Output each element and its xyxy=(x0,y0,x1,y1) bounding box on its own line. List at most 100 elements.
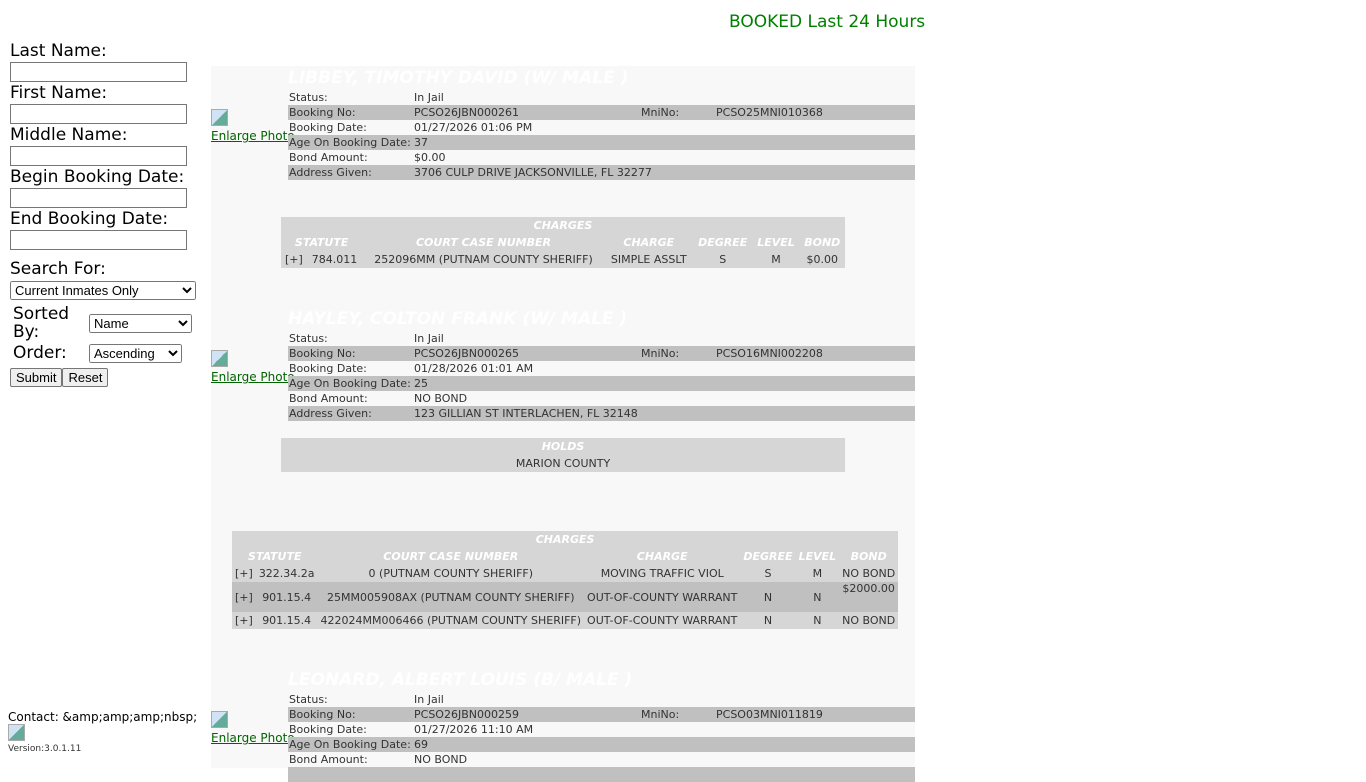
expand-button[interactable]: [+] xyxy=(284,253,303,266)
enlarge-photo-link[interactable]: Enlarge Photo xyxy=(211,370,295,384)
version-text: Version:3.0.1.11 xyxy=(8,744,82,754)
mnino-value: PCSO16MNI002208 xyxy=(716,347,823,360)
statute: 901.15.4 xyxy=(262,590,312,604)
degree-header: DEGREE xyxy=(743,550,793,563)
contact-text: Contact: &amp;amp;amp;nbsp; xyxy=(8,710,198,724)
booking-date-value: 01/27/2026 11:10 AM xyxy=(414,723,534,736)
status-value: In Jail xyxy=(414,91,444,104)
booking-no-value: PCSO26JBN000261 xyxy=(414,106,519,119)
bond: $2000.00 xyxy=(842,582,895,595)
inmate-photo xyxy=(211,711,228,728)
level: N xyxy=(813,614,822,627)
booking-date-label: Booking Date: xyxy=(289,723,367,736)
mnino-label: MniNo: xyxy=(641,708,680,721)
statute: 901.15.4 xyxy=(262,614,312,627)
bond-label: Bond Amount: xyxy=(289,753,368,766)
first-name-input[interactable] xyxy=(10,104,187,124)
middle-name-input[interactable] xyxy=(10,146,187,166)
charge-header: CHARGE xyxy=(623,236,675,249)
charge-row: [+] 322.34.2a 0 (PUTNAM COUNTY SHERIFF) MOV… xyxy=(232,565,898,582)
holds-table: HOLDS MARION COUNTY xyxy=(281,438,845,472)
booking-no-value: PCSO26JBN000259 xyxy=(414,708,519,721)
booking-date-value: 01/28/2026 01:01 AM xyxy=(414,362,534,375)
case-header: COURT CASE NUMBER xyxy=(383,550,519,563)
age-value: 37 xyxy=(414,136,428,149)
mnino-value: PCSO03MNI011819 xyxy=(716,708,823,721)
level: N xyxy=(813,590,822,604)
inmate-photo xyxy=(211,109,228,126)
case-header: COURT CASE NUMBER xyxy=(415,236,551,249)
status-label: Status: xyxy=(289,693,328,706)
expand-button[interactable]: [+] xyxy=(235,614,253,627)
logo-image xyxy=(8,724,25,741)
order-select[interactable]: Ascending xyxy=(89,344,182,363)
degree: S xyxy=(764,567,772,580)
results-panel: LIBBEY, TIMOTHY DAVID (W/ MALE ) Enlarge… xyxy=(211,66,915,782)
charge: MOVING TRAFFIC VIOL xyxy=(600,567,724,580)
inmate-name: LIBBEY, TIMOTHY DAVID (W/ MALE ) xyxy=(288,68,629,88)
inmate-name: HAYLEY, COLTON FRANK (W/ MALE ) xyxy=(288,309,628,329)
charge: OUT-OF-COUNTY WARRANT xyxy=(587,590,738,604)
bond-value: NO BOND xyxy=(414,753,468,766)
end-date-label: End Booking Date: xyxy=(10,209,169,229)
age-label: Age On Booking Date: xyxy=(289,377,411,390)
charges-table: CHARGES STATUTE COURT CASE NUMBER CHARGE DE… xyxy=(232,531,899,629)
charge: SIMPLE ASSLT xyxy=(610,253,687,266)
bond-label: Bond Amount: xyxy=(289,151,368,164)
details-table: Status: In Jail Booking No: PCSO26JBN00026… xyxy=(288,331,915,421)
charge-row: [+] 784.011 252096MM (PUTNAM COUNTY SHERIF… xyxy=(281,251,845,268)
booking-date-value: 01/27/2026 01:06 PM xyxy=(414,121,533,134)
status-label: Status: xyxy=(289,332,328,345)
bond-value: $0.00 xyxy=(414,151,446,164)
enlarge-photo-link[interactable]: Enlarge Photo xyxy=(211,129,295,143)
middle-name-label: Middle Name: xyxy=(10,125,128,145)
begin-date-input[interactable] xyxy=(10,188,187,208)
submit-button[interactable]: Submit xyxy=(10,368,63,387)
bond: NO BOND xyxy=(842,614,896,627)
last-name-input[interactable] xyxy=(10,62,187,82)
first-name-label: First Name: xyxy=(10,83,108,103)
expand-button[interactable]: [+] xyxy=(235,567,253,580)
details-table: Status: In Jail Booking No: PCSO26JBN00025… xyxy=(288,692,915,782)
case-number: 252096MM (PUTNAM COUNTY SHERIFF) xyxy=(374,253,593,266)
holds-heading: HOLDS xyxy=(541,440,585,453)
search-for-select[interactable]: Current Inmates Only xyxy=(10,281,196,300)
statute: 322.34.2a xyxy=(258,567,315,580)
footer: Contact: &amp;amp;amp;nbsp; Version:3.0.… xyxy=(8,710,197,754)
booking-date-label: Booking Date: xyxy=(289,121,367,134)
page-title: BOOKED Last 24 Hours xyxy=(729,12,926,32)
degree: N xyxy=(763,590,773,604)
expand-button[interactable]: [+] xyxy=(235,590,253,604)
charge-row: [+] 901.15.4 25MM005908AX (PUTNAM COUNTY S… xyxy=(232,582,899,612)
case-number: 0 (PUTNAM COUNTY SHERIFF) xyxy=(368,567,534,580)
booking-no-label: Booking No: xyxy=(289,708,356,721)
sorted-by-select[interactable]: Name xyxy=(89,314,192,333)
statute: 784.011 xyxy=(311,253,358,266)
level-header: LEVEL xyxy=(757,236,795,249)
statute-header: STATUTE xyxy=(248,550,302,563)
last-name-label: Last Name: xyxy=(10,41,107,61)
charge: OUT-OF-COUNTY WARRANT xyxy=(587,614,738,627)
enlarge-photo-link[interactable]: Enlarge Photo xyxy=(211,731,295,745)
hold-item: MARION COUNTY xyxy=(515,457,611,470)
case-number: 422024MM006466 (PUTNAM COUNTY SHERIFF) xyxy=(320,614,582,627)
status-label: Status: xyxy=(289,91,328,104)
end-date-input[interactable] xyxy=(10,230,187,250)
reset-button[interactable]: Reset xyxy=(62,368,109,387)
age-label: Age On Booking Date: xyxy=(289,136,411,149)
charge-row: [+] 901.15.4 422024MM006466 (PUTNAM COUNTY… xyxy=(232,612,898,629)
bond: $0.00 xyxy=(806,253,839,266)
age-label: Age On Booking Date: xyxy=(289,738,411,751)
statute-header: STATUTE xyxy=(294,236,349,249)
begin-date-label: Begin Booking Date: xyxy=(10,167,185,187)
search-form: Last Name: First Name: Middle Name: Begi… xyxy=(10,40,200,387)
mnino-value: PCSO25MNI010368 xyxy=(716,106,823,119)
level: M xyxy=(812,567,823,580)
charge-header: CHARGE xyxy=(636,550,688,563)
booking-no-label: Booking No: xyxy=(289,106,356,119)
inmate-photo xyxy=(211,350,228,367)
degree: S xyxy=(719,253,727,266)
age-value: 25 xyxy=(414,377,428,390)
mnino-label: MniNo: xyxy=(641,347,680,360)
degree-header: DEGREE xyxy=(698,236,748,249)
